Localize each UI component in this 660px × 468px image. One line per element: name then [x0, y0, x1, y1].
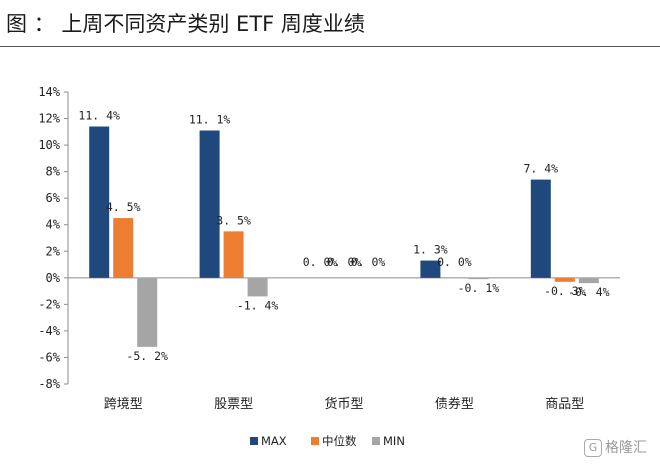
legend-swatch-MIN [372, 437, 380, 445]
y-tick-label: 4% [46, 218, 61, 232]
y-tick-label: 8% [46, 165, 61, 179]
data-label-MAX-债券型: 1. 3% [413, 243, 448, 257]
bar-MAX-跨境型 [89, 126, 110, 278]
y-tick-label: -2% [38, 297, 60, 311]
watermark-logo-icon: G [584, 439, 602, 457]
data-label-MIN-货币型: 0. 0% [351, 255, 386, 269]
data-label-MAX-股票型: 11. 1% [189, 112, 231, 126]
legend-swatch-中位数 [311, 437, 319, 445]
data-label-MAX-商品型: 7. 4% [523, 162, 558, 176]
watermark: G 格隆汇 [584, 437, 647, 457]
bar-MIN-债券型 [468, 277, 489, 280]
x-category-label: 跨境型 [104, 397, 143, 412]
bar-MIN-商品型 [578, 277, 599, 284]
data-label-MIN-股票型: -1. 4% [237, 298, 279, 312]
data-label-MIN-跨境型: -5. 2% [126, 349, 168, 363]
data-label-中位数-货币型: 0. 0% [327, 255, 362, 269]
legend-swatch-MAX [250, 437, 258, 445]
y-tick-label: 14% [38, 85, 60, 99]
bar-中位数-跨境型 [113, 218, 134, 278]
x-category-label: 股票型 [214, 397, 253, 412]
legend-label-MAX: MAX [261, 434, 287, 448]
y-tick-label: 6% [46, 191, 61, 205]
header-divider [0, 46, 660, 47]
data-label-中位数-债券型: 0. 0% [437, 255, 472, 269]
y-tick-label: 0% [46, 271, 61, 285]
bar-中位数-股票型 [223, 231, 244, 278]
bar-MAX-商品型 [530, 179, 551, 278]
chart-header: 图 ： 上周不同资产类别 ETF 周度业绩 [6, 8, 365, 38]
figure-label: 图 [6, 12, 27, 36]
data-label-MAX-跨境型: 11. 4% [78, 109, 120, 123]
bar-MAX-股票型 [199, 130, 220, 278]
legend-label-MIN: MIN [383, 434, 405, 448]
figure-separator: ： [33, 12, 55, 36]
y-tick-label: 2% [46, 244, 61, 258]
chart-title: 上周不同资产类别 ETF 周度业绩 [61, 12, 365, 36]
watermark-text: 格隆汇 [605, 440, 647, 456]
data-label-MIN-商品型: -0. 4% [568, 285, 610, 299]
bar-MIN-股票型 [247, 277, 268, 297]
bar-MAX-债券型 [420, 260, 441, 278]
legend-label-中位数: 中位数 [322, 434, 357, 448]
x-category-label: 债券型 [435, 396, 474, 412]
y-tick-label: -4% [38, 324, 60, 338]
bar-MIN-跨境型 [137, 277, 158, 347]
y-tick-label: 10% [38, 138, 60, 152]
data-label-MAX-货币型: 0. 0% [303, 255, 338, 269]
data-label-中位数-商品型: -0. 3% [544, 284, 586, 298]
data-label-中位数-股票型: 3. 5% [216, 213, 251, 227]
data-label-MIN-债券型: -0. 1% [458, 281, 500, 295]
bar-中位数-商品型 [554, 277, 575, 282]
x-category-label: 商品型 [545, 397, 584, 412]
y-tick-label: -6% [38, 350, 60, 364]
data-label-中位数-跨境型: 4. 5% [106, 200, 141, 214]
x-category-label: 货币型 [324, 396, 363, 412]
y-tick-label: -8% [38, 377, 60, 391]
y-tick-label: 12% [38, 112, 60, 126]
